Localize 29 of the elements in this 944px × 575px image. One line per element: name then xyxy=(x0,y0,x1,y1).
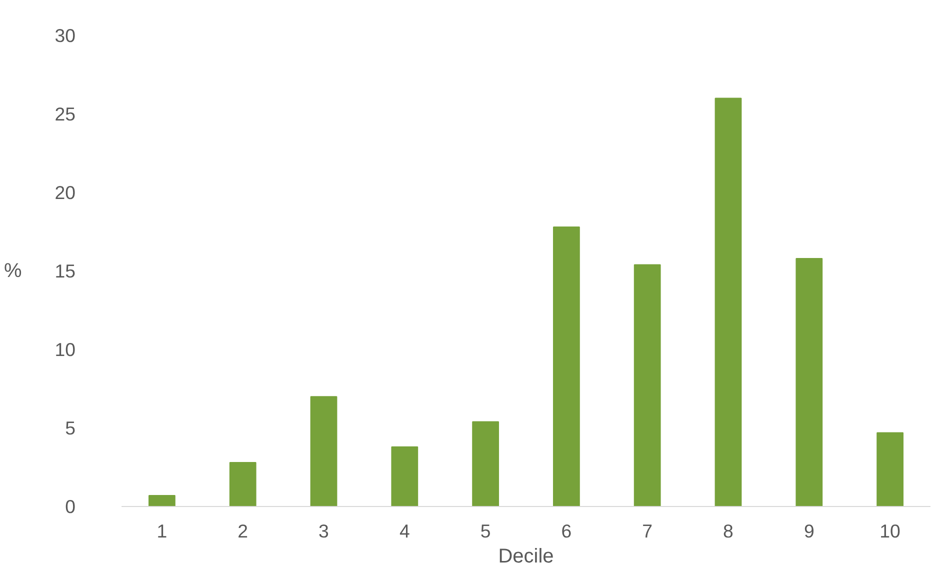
x-tick-label: 1 xyxy=(156,520,168,542)
y-tick-label: 20 xyxy=(54,182,76,203)
bar xyxy=(553,226,580,506)
y-tick-label: 10 xyxy=(54,339,76,360)
x-tick-label: 7 xyxy=(642,520,653,542)
y-tick-label: 0 xyxy=(65,496,76,517)
x-tick-label: 4 xyxy=(399,520,410,542)
bar xyxy=(310,396,338,506)
bar xyxy=(876,432,904,506)
bar xyxy=(714,98,742,506)
bar xyxy=(796,258,823,506)
y-tick-label: 15 xyxy=(54,260,76,282)
bar xyxy=(472,421,499,506)
x-tick-label: 9 xyxy=(804,520,814,542)
y-tick-label: 30 xyxy=(54,25,76,46)
x-tick-label: 6 xyxy=(561,520,572,542)
x-axis-title: Decile xyxy=(498,546,554,568)
y-tick-label: 5 xyxy=(65,418,76,438)
x-tick-label: 5 xyxy=(480,520,491,542)
x-tick-label: 3 xyxy=(318,520,329,542)
bar xyxy=(148,495,176,506)
x-tick-label: 2 xyxy=(238,520,248,542)
y-axis-title: % xyxy=(4,260,22,282)
bar xyxy=(391,446,418,506)
x-tick-label: 8 xyxy=(723,520,734,542)
x-tick-label: 10 xyxy=(880,520,900,542)
y-tick-label: 25 xyxy=(54,104,76,124)
bar xyxy=(634,264,661,506)
bar xyxy=(229,462,256,506)
